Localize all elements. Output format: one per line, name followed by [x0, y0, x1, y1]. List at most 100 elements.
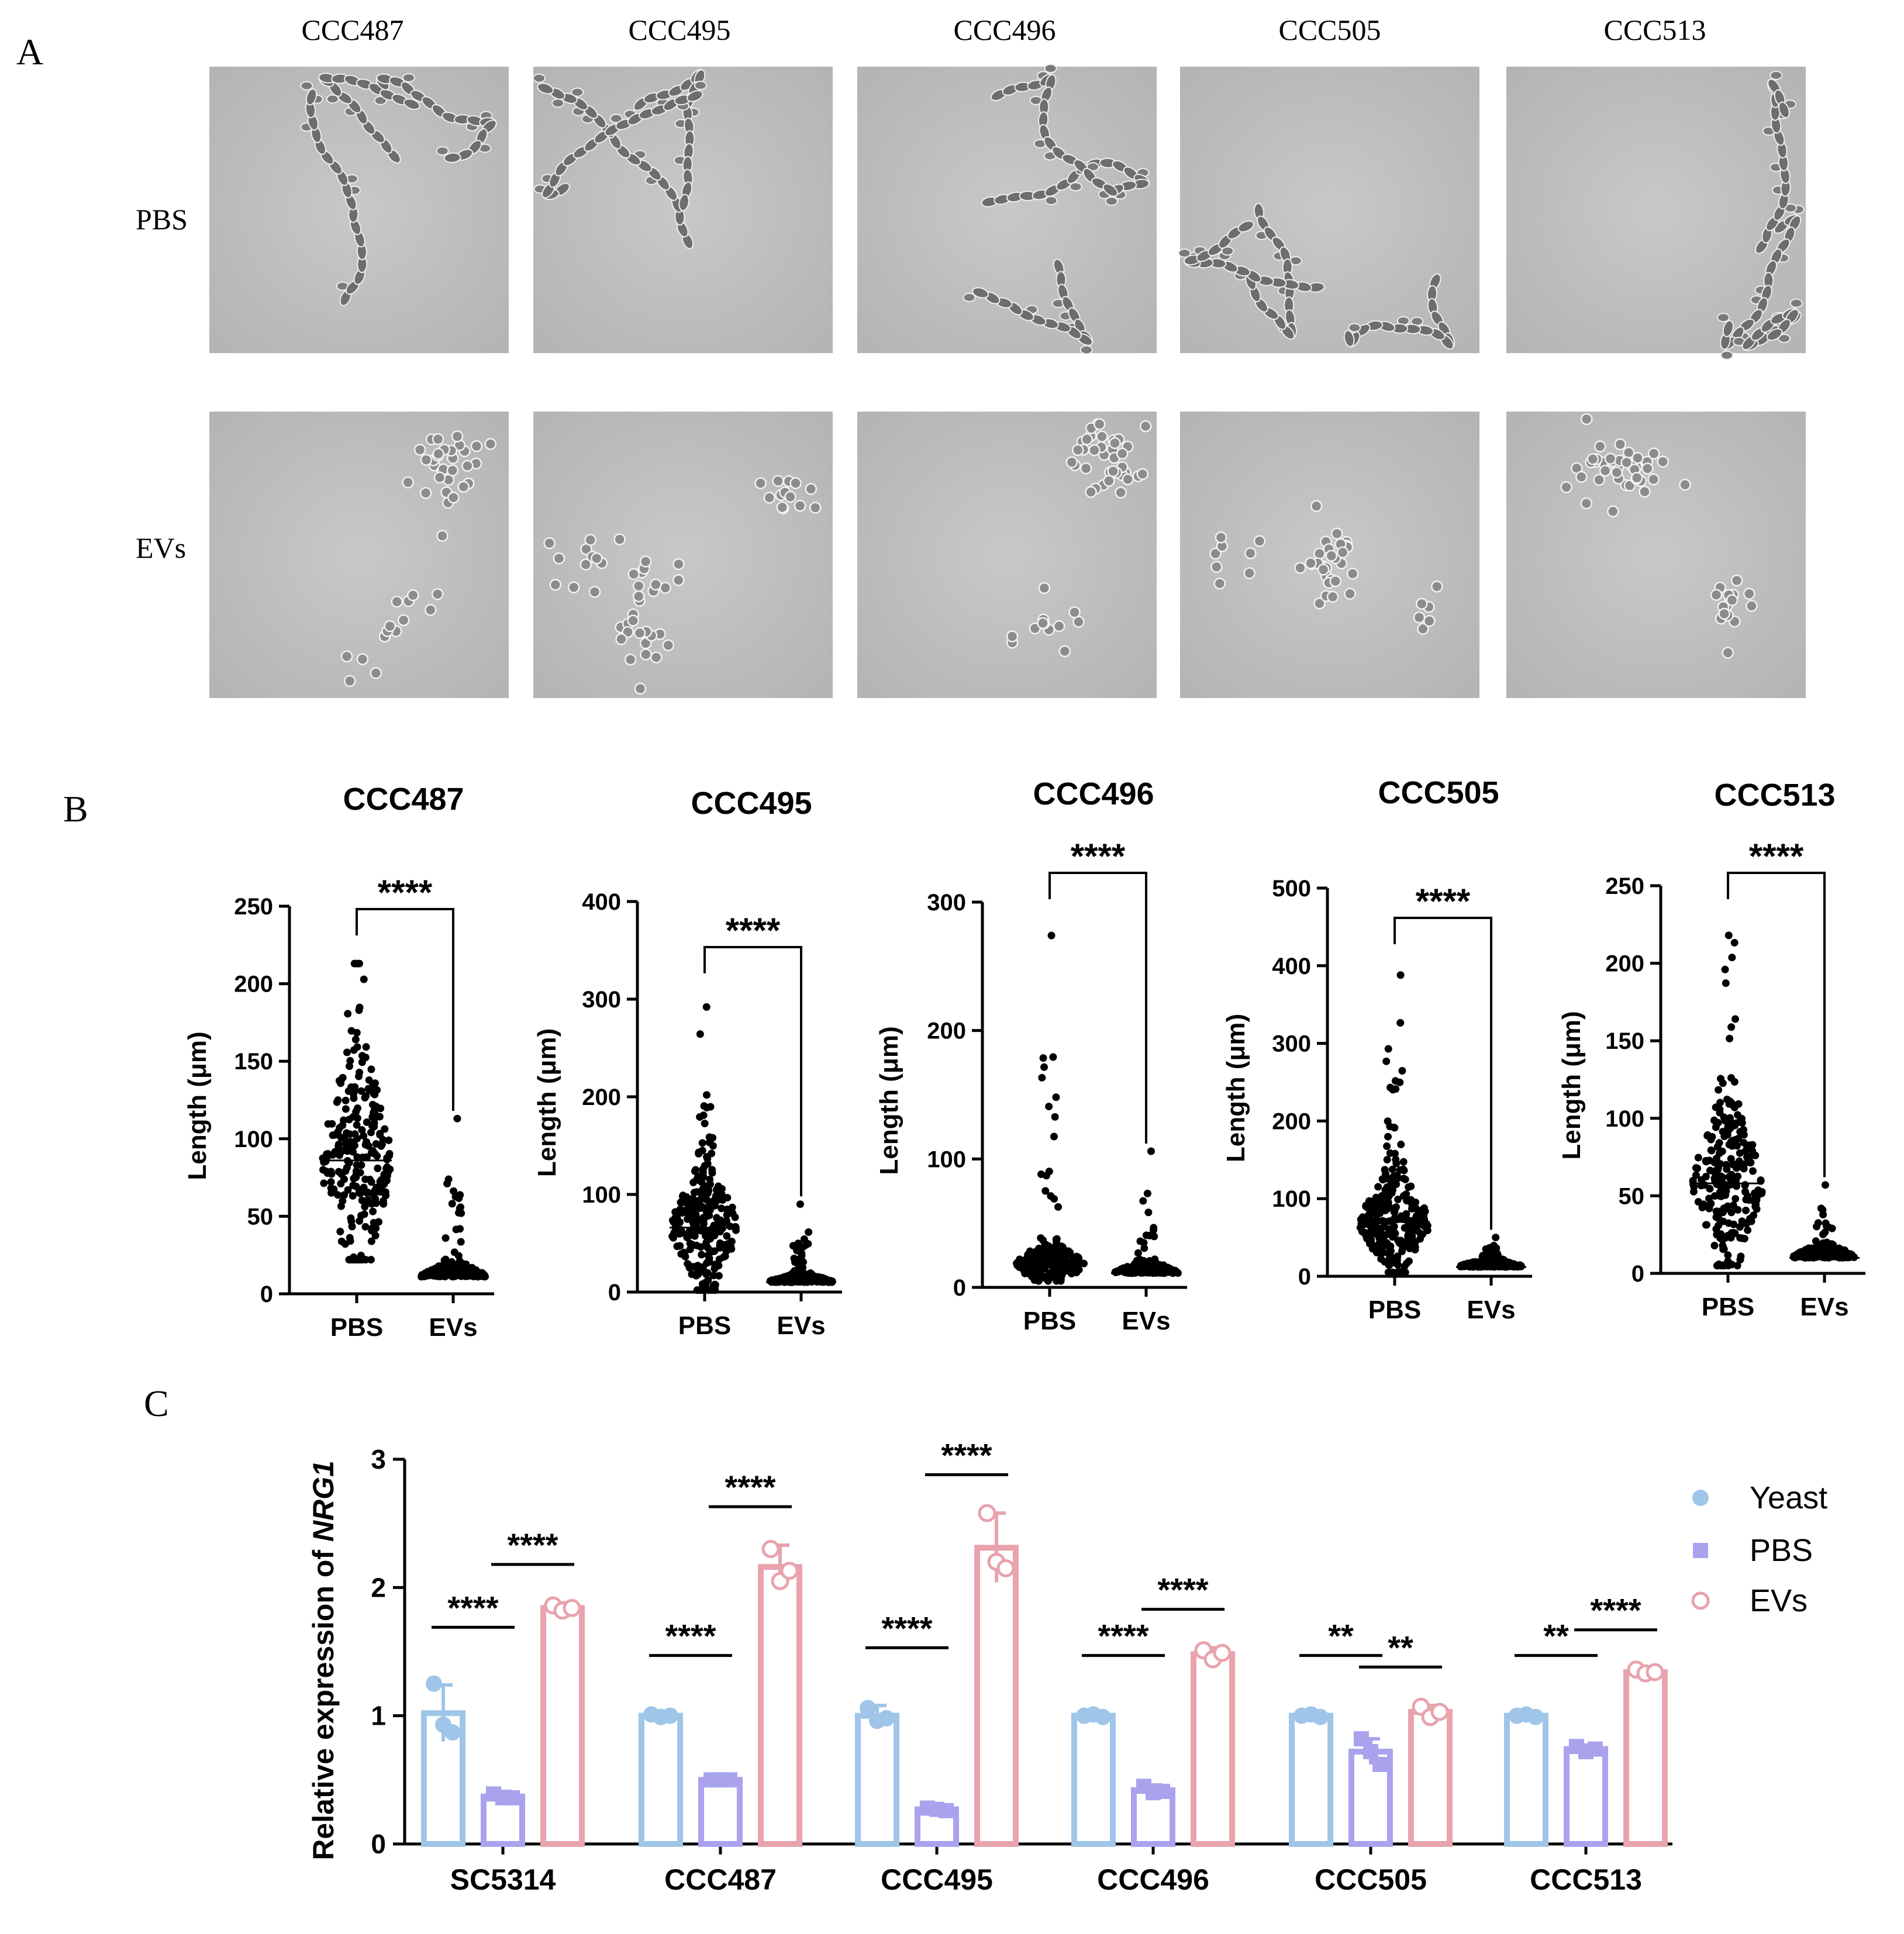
- data-point: [1047, 931, 1056, 940]
- data-point: [1075, 1266, 1083, 1274]
- data-point: [703, 1091, 711, 1099]
- yeast-cell: [1317, 564, 1330, 576]
- data-point: [1388, 1186, 1396, 1194]
- yeast-cell: [627, 568, 640, 581]
- x-tick-label: CCC513: [1530, 1863, 1642, 1896]
- dot-plot: CCC496 0 100 200 300 PBS EVs Length (μm) ****: [875, 776, 1187, 1335]
- comparison-label: ****: [665, 1618, 716, 1655]
- data-point: [1734, 1100, 1743, 1108]
- yeast-cell: [1088, 444, 1101, 457]
- comparison-label: ****: [1098, 1618, 1148, 1655]
- hypha-branch: [551, 98, 565, 108]
- data-point: [432, 1265, 440, 1273]
- data-point: [370, 1090, 378, 1098]
- data-point: [701, 1162, 709, 1170]
- data-point: [344, 1010, 352, 1018]
- yeast-cell: [384, 620, 396, 633]
- yeast-cell: [1346, 567, 1359, 580]
- data-point: [800, 1235, 808, 1244]
- data-point: [1023, 1269, 1032, 1277]
- data-point: [688, 1194, 696, 1203]
- yeast-cell: [484, 438, 497, 450]
- data-point: [706, 1180, 715, 1189]
- data-point: [1365, 1210, 1373, 1218]
- data-point: [1379, 1203, 1387, 1211]
- data-point: [1378, 1230, 1386, 1238]
- hypha-branch: [436, 146, 449, 156]
- micrograph-background: [1506, 67, 1806, 353]
- strain-label: CCC495: [628, 13, 730, 46]
- data-point: [1384, 1132, 1392, 1141]
- y-tick-label: 200: [1272, 1108, 1311, 1134]
- data-point: [355, 1006, 363, 1014]
- hypha-branch: [1079, 345, 1093, 355]
- bar-group: CCC513******: [1504, 1592, 1668, 1896]
- data-point: [1150, 1232, 1158, 1241]
- comparison-label: ****: [1590, 1592, 1641, 1629]
- data-point: [346, 1062, 354, 1070]
- data-point: [1694, 1154, 1702, 1162]
- yeast-cell: [432, 447, 444, 460]
- data-point: [323, 1169, 332, 1177]
- legend: Yeast PBS EVs: [1691, 1480, 1827, 1618]
- yeast-cell: [794, 499, 806, 512]
- replicate-point: [1646, 1663, 1664, 1681]
- data-point: [1374, 1183, 1382, 1191]
- y-tick-label: 150: [1605, 1028, 1644, 1054]
- data-point: [450, 1187, 458, 1195]
- comparison-label: ****: [725, 1469, 775, 1505]
- data-point: [337, 1202, 345, 1210]
- data-point: [330, 1185, 338, 1193]
- data-point: [349, 1113, 357, 1121]
- data-point: [1142, 1231, 1150, 1239]
- chart-title: CCC495: [691, 786, 812, 821]
- hypha-cell: [537, 82, 554, 95]
- data-point: [1479, 1252, 1487, 1260]
- data-point: [1407, 1196, 1415, 1204]
- hypha-branch: [609, 113, 623, 123]
- data-point: [331, 1148, 339, 1156]
- yeast-cell: [1329, 575, 1341, 588]
- bar-EVs: [974, 1545, 1019, 1847]
- strain-label: CCC496: [953, 13, 1056, 46]
- yeast-cell: [420, 454, 433, 466]
- replicate-point: [722, 1772, 737, 1788]
- data-point: [696, 1286, 704, 1294]
- data-point: [1492, 1244, 1501, 1252]
- y-tick-label: 100: [1272, 1186, 1311, 1212]
- y-tick-label: 0: [953, 1275, 966, 1301]
- data-point: [723, 1232, 731, 1240]
- hypha-branch: [1044, 64, 1057, 74]
- y-axis-label-text: Relative expression of: [307, 1542, 340, 1860]
- yeast-cell: [1641, 462, 1654, 475]
- hypha-branch: [1778, 333, 1791, 343]
- data-point: [1724, 1251, 1732, 1259]
- y-axis-label: Length (μm): [1222, 1014, 1250, 1162]
- yeast-cell: [634, 682, 647, 695]
- yeast-cell: [662, 639, 675, 652]
- data-point: [337, 1170, 346, 1178]
- data-point: [1748, 1147, 1757, 1155]
- data-point: [370, 1218, 378, 1227]
- micrograph-yeast: [533, 412, 833, 698]
- dot-plot: CCC513 0 50 100 150 200 250 PBS EVs Length (μm) **…: [1557, 778, 1865, 1321]
- data-point: [1813, 1222, 1821, 1231]
- y-tick-label: 2: [371, 1572, 386, 1603]
- hypha-branch: [1770, 70, 1783, 80]
- dot-plot: CCC487 0 50 100 150 200 250 PBS EVs Length (μm) **…: [183, 782, 494, 1342]
- yeast-cell: [1325, 550, 1338, 562]
- hypha-branch: [1044, 196, 1058, 206]
- data-point: [795, 1275, 803, 1283]
- data-point: [334, 1128, 342, 1136]
- legend-label: PBS: [1750, 1533, 1813, 1568]
- data-point: [701, 1120, 709, 1128]
- data-point: [1389, 1224, 1398, 1232]
- significance-label: ****: [1749, 837, 1804, 876]
- x-tick-label: EVs: [777, 1311, 825, 1340]
- yeast-cell: [776, 501, 788, 514]
- y-tick-label: 0: [608, 1280, 621, 1306]
- legend-marker: [1691, 1591, 1710, 1610]
- x-tick-label: PBS: [330, 1313, 383, 1342]
- yeast-cell: [639, 555, 652, 568]
- yeast-cell: [591, 552, 603, 565]
